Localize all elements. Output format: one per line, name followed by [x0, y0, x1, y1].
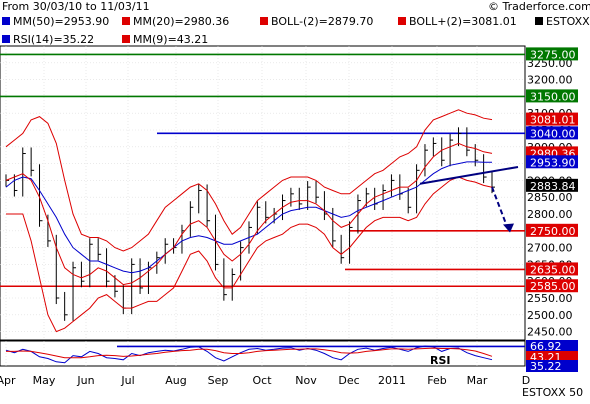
y-tick-label: 2850.00 — [527, 191, 573, 204]
legend-swatch — [2, 35, 10, 43]
price-value-tag-label: 2883.84 — [530, 180, 576, 193]
price-value-tag-label: 2953.90 — [530, 156, 576, 169]
price-value-tag — [526, 47, 578, 61]
x-tick-label: D — [522, 374, 530, 387]
price-value-tag — [526, 126, 578, 140]
x-tick-label: Feb — [427, 374, 446, 387]
rsi-panel-frame — [0, 340, 526, 367]
trendline-annotation — [419, 165, 519, 185]
price-annotations — [419, 165, 519, 233]
y-tick-label: 2450.00 — [527, 326, 573, 339]
x-tick-label: Oct — [252, 374, 272, 387]
y-tick-label: 2550.00 — [527, 292, 573, 305]
y-tick-label: 2800.00 — [527, 208, 573, 221]
rsi-series-line — [5, 345, 493, 364]
price-panel-frame — [0, 45, 526, 341]
legend-swatch — [122, 35, 130, 43]
series-line — [6, 176, 493, 333]
rsi-value-tag-label: 66.92 — [530, 340, 562, 353]
legend-swatch — [260, 17, 268, 25]
rsi-value-tag-label: 35.22 — [530, 360, 562, 373]
forecast-arrowhead — [503, 223, 514, 233]
price-value-tag-label: 3040.00 — [530, 127, 576, 140]
copyright-label: © Traderforce.com — [488, 0, 590, 13]
rsi-series — [5, 345, 493, 364]
price-value-tag — [526, 223, 578, 237]
price-value-tag-label: 2585.00 — [530, 280, 576, 293]
legend-row-main: MM(50)=2953.90 MM(20)=2980.36 BOLL-(2)=287… — [2, 15, 590, 28]
price-grid — [0, 46, 525, 340]
series-line — [5, 142, 493, 286]
price-value-tag — [526, 178, 578, 192]
legend-label: BOLL-(2)=2879.70 — [271, 15, 373, 28]
price-value-tag-label: 3081.01 — [530, 114, 576, 127]
legend-row-rsi: RSI(14)=35.22 MM(9)=43.21 — [2, 33, 208, 46]
legend-swatch — [2, 17, 10, 25]
legend-label: MM(9)=43.21 — [133, 33, 208, 46]
price-value-tag — [526, 279, 578, 293]
price-value-tag — [526, 89, 578, 103]
price-value-tag — [526, 112, 578, 126]
x-tick-label: Nov — [295, 374, 317, 387]
x-tick-label: Jun — [76, 374, 94, 387]
x-tick-label: Aug — [165, 374, 186, 387]
x-tick-label: Sep — [208, 374, 229, 387]
x-axis: Apr May Jun Jul Aug Sep Oct Nov Dec 2011 Feb Mar D — [0, 374, 530, 387]
legend-swatch — [535, 17, 543, 25]
price-value-tag-label: 2750.00 — [530, 225, 576, 238]
rsi-value-tag — [526, 360, 578, 372]
legend-label: RSI(14)=35.22 — [13, 33, 94, 46]
rsi-panel-label: RSI — [430, 354, 451, 367]
x-tick-label: May — [33, 374, 56, 387]
x-tick-label: Dec — [338, 374, 359, 387]
price-value-tag — [526, 155, 578, 169]
x-tick-label: Jul — [120, 374, 134, 387]
series-line — [5, 109, 493, 252]
date-range-label: From 30/03/10 to 11/03/11 — [2, 0, 150, 13]
legend-label: MM(50)=2953.90 — [13, 15, 109, 28]
legend-swatch — [398, 17, 406, 25]
price-level-lines — [0, 53, 525, 288]
legend-swatch — [122, 17, 130, 25]
price-value-tag-label: 3150.00 — [530, 90, 576, 103]
x-tick-label: Mar — [467, 374, 488, 387]
price-value-tags: 3275.003150.003081.013040.002980.362953.… — [526, 47, 578, 293]
legend-label: BOLL+(2)=3081.01 — [409, 15, 517, 28]
price-value-tag-label: 2635.00 — [530, 263, 576, 276]
price-value-tag-label: 3275.00 — [530, 48, 576, 61]
x-tick-label: 2011 — [378, 374, 406, 387]
instrument-footer-label: ESTOXX 50 — [522, 386, 583, 399]
legend-label: ESTOXX 50 — [546, 15, 590, 28]
series-line — [5, 161, 492, 274]
y-tick-label: 2700.00 — [527, 242, 573, 255]
x-tick-label: Apr — [0, 374, 16, 387]
rsi-value-tag — [526, 340, 578, 352]
y-tick-label: 2500.00 — [527, 309, 573, 322]
y-tick-label: 3200.00 — [527, 74, 573, 87]
legend-label: MM(20)=2980.36 — [133, 15, 229, 28]
price-series — [5, 109, 495, 333]
rsi-series-line — [6, 347, 493, 359]
price-value-tag — [526, 262, 578, 276]
